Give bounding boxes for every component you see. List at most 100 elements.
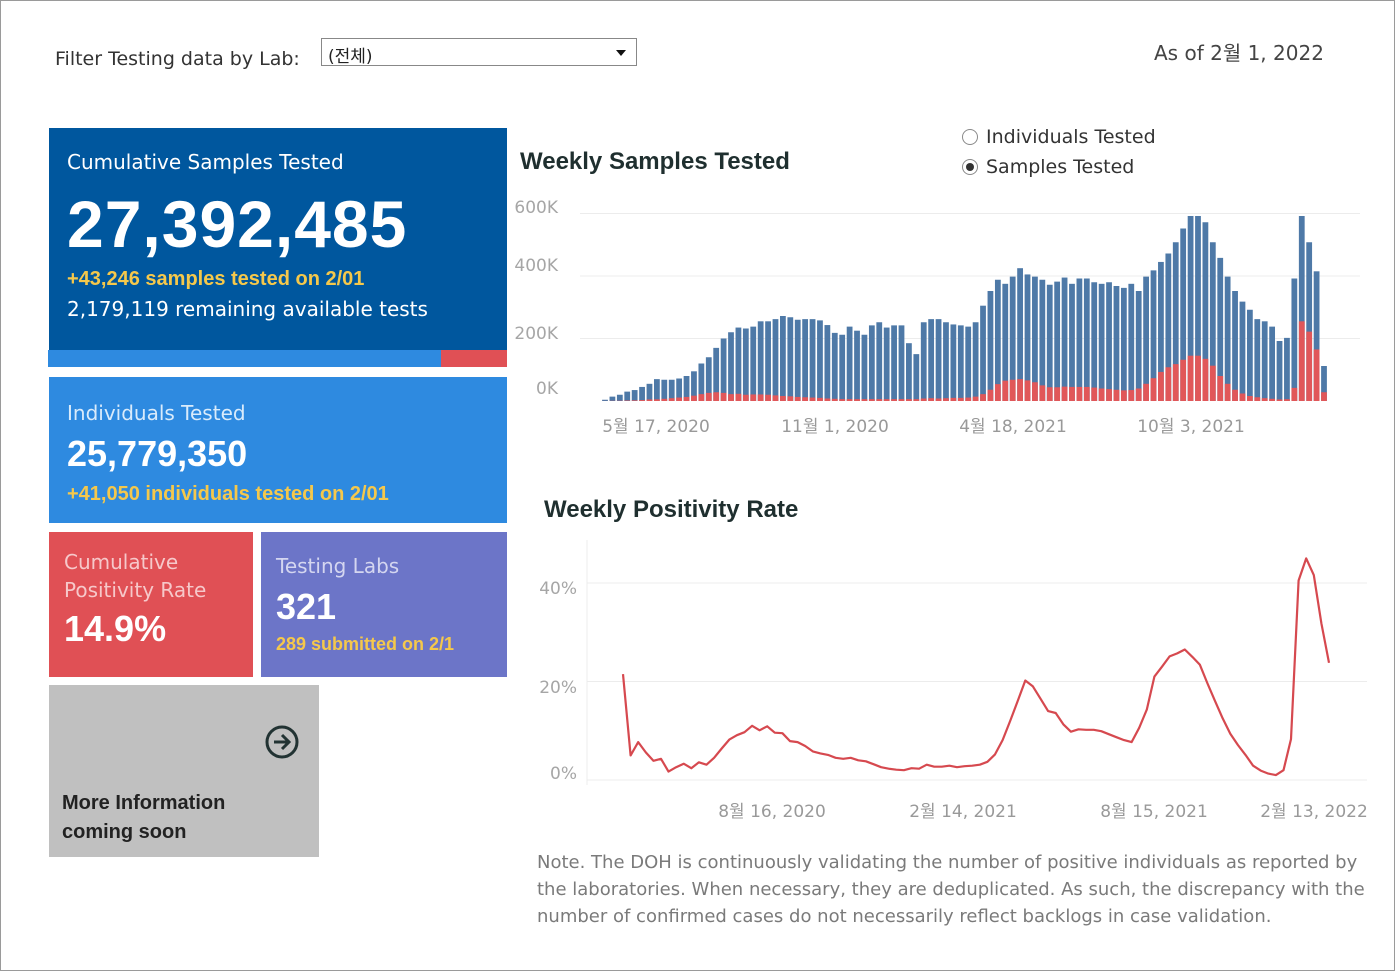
y-tick-label: 40%	[539, 579, 577, 599]
bar-positive	[720, 392, 727, 401]
bar-positive	[824, 398, 831, 401]
more-information-tile[interactable]: More Information coming soon	[49, 685, 319, 857]
bar-samples	[639, 386, 645, 401]
bar-samples	[720, 338, 727, 401]
bar-samples	[1069, 283, 1075, 401]
bar-samples	[735, 327, 742, 401]
bar-positive	[750, 394, 757, 401]
bar-positive	[1032, 382, 1038, 401]
filter-label: Filter Testing data by Lab:	[55, 48, 300, 70]
bar-samples	[1232, 291, 1238, 401]
bar-positive	[1284, 399, 1290, 401]
bar-positive	[1254, 397, 1261, 401]
y-tick-label: 600K	[514, 198, 558, 218]
bar-positive	[1061, 386, 1068, 401]
bar-positive	[691, 395, 697, 401]
lab-filter-dropdown[interactable]: (전체)	[321, 38, 637, 67]
bar-samples	[957, 325, 964, 401]
bar-samples	[1172, 242, 1179, 401]
bar-samples	[698, 363, 705, 401]
bar-positive	[765, 394, 771, 401]
bar-samples	[713, 347, 720, 401]
weekly-samples-chart[interactable]: 600K 400K 200K 0K 5월 17, 2020 11월 1, 2020 4월 1…	[505, 190, 1375, 445]
weekly-samples-title: Weekly Samples Tested	[520, 148, 790, 175]
bar-positive	[1321, 392, 1327, 401]
bar-positive	[787, 396, 794, 401]
bar-positive	[1180, 359, 1187, 401]
arrow-right-circle-icon[interactable]	[265, 725, 299, 759]
bar-samples	[1002, 283, 1009, 401]
bar-samples	[846, 326, 853, 401]
more-info-line2: coming soon	[62, 821, 187, 843]
bar-positive	[661, 398, 668, 401]
bar-positive	[1261, 398, 1268, 401]
y-tick-label: 200K	[514, 324, 558, 344]
x-tick-label: 2월 14, 2021	[909, 802, 1017, 822]
bar-samples	[1269, 326, 1276, 401]
bar-samples	[1202, 222, 1209, 401]
toggle-individuals-tested[interactable]: Individuals Tested	[962, 126, 1156, 148]
bar-positive	[639, 400, 645, 401]
bar-positive	[1054, 387, 1061, 401]
bar-samples	[765, 321, 771, 401]
bar-samples	[1150, 270, 1157, 401]
bar-samples	[883, 327, 890, 401]
bar-positive	[668, 398, 675, 401]
bar-positive	[1076, 386, 1083, 401]
bar-samples	[906, 343, 912, 401]
individuals-value: 25,779,350	[67, 433, 248, 474]
bar-positive	[728, 394, 734, 401]
bar-samples	[1083, 278, 1090, 401]
bar-samples	[1032, 276, 1038, 401]
bar-positive	[957, 397, 964, 401]
labs-submitted: 289 submitted on 2/1	[276, 634, 455, 654]
bar-positive	[935, 398, 942, 401]
bar-positive	[631, 400, 638, 401]
radio-samples-icon[interactable]	[962, 159, 978, 175]
bar-samples	[809, 319, 816, 401]
bar-samples	[817, 320, 823, 401]
bar-positive	[1195, 355, 1201, 401]
bar-positive	[1091, 387, 1098, 401]
bar-samples	[972, 322, 979, 401]
bar-samples	[1054, 281, 1061, 401]
bar-positive	[809, 397, 816, 401]
bar-samples	[602, 399, 608, 401]
bar-positive	[898, 399, 905, 401]
bar-samples	[891, 325, 897, 401]
bar-samples	[1209, 242, 1216, 401]
bar-samples	[928, 319, 935, 401]
bar-positive	[913, 399, 920, 401]
bar-positive	[1120, 390, 1127, 401]
bar-positive	[653, 399, 660, 401]
bar-positive	[780, 396, 786, 401]
toggle-samples-tested[interactable]: Samples Tested	[962, 156, 1134, 178]
bar-samples	[1009, 276, 1016, 401]
bar-positive	[817, 397, 823, 401]
individuals-title: Individuals Tested	[67, 401, 246, 425]
bar-samples	[824, 325, 831, 401]
bar-positive	[972, 396, 979, 401]
bar-samples	[1276, 341, 1283, 401]
x-tick-label: 10월 3, 2021	[1137, 417, 1245, 437]
weekly-positivity-chart[interactable]: 40% 20% 0% 8월 16, 2020 2월 14, 2021 8월 15, 202…	[520, 535, 1375, 825]
bar-positive	[735, 393, 742, 401]
bar-samples	[1098, 283, 1105, 401]
bar-positive	[1209, 365, 1216, 401]
dropdown-arrow-icon[interactable]	[616, 50, 626, 56]
tests-remaining-bar	[441, 350, 507, 367]
bar-positive	[943, 398, 949, 401]
bar-samples	[861, 334, 868, 401]
radio-individuals-icon[interactable]	[962, 129, 978, 145]
bar-samples	[854, 330, 860, 401]
bar-positive	[705, 392, 712, 401]
bar-samples	[780, 316, 786, 401]
more-info-line1: More Information	[62, 792, 226, 814]
bar-samples	[943, 322, 949, 401]
bar-positive	[839, 399, 846, 401]
bar-samples	[1246, 309, 1253, 401]
bar-samples	[750, 326, 757, 401]
bar-samples	[668, 379, 675, 401]
bar-positive	[1217, 376, 1224, 401]
bar-samples	[987, 291, 994, 401]
